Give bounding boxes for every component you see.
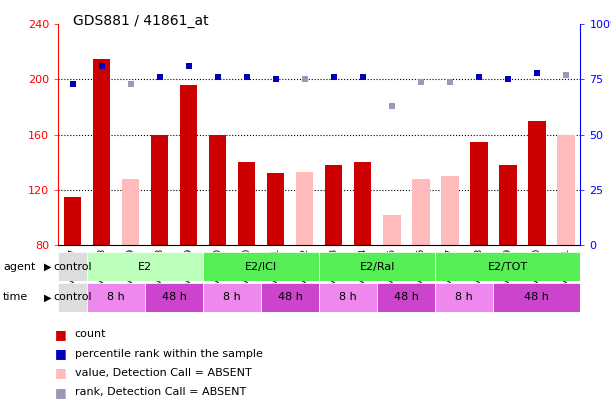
Bar — [319, 283, 377, 312]
Text: E2/Ral: E2/Ral — [360, 262, 395, 272]
Text: control: control — [53, 292, 92, 302]
Bar — [58, 252, 87, 281]
Bar — [441, 176, 458, 245]
Bar — [528, 121, 546, 245]
Text: GDS881 / 41861_at: GDS881 / 41861_at — [73, 14, 209, 28]
Text: rank, Detection Call = ABSENT: rank, Detection Call = ABSENT — [75, 388, 246, 397]
Bar — [319, 252, 435, 281]
Text: 48 h: 48 h — [394, 292, 419, 302]
Text: ■: ■ — [55, 328, 67, 341]
Bar — [354, 162, 371, 245]
Bar — [203, 283, 262, 312]
Bar — [64, 197, 81, 245]
Bar — [145, 283, 203, 312]
Text: time: time — [3, 292, 28, 302]
Bar — [180, 85, 197, 245]
Text: value, Detection Call = ABSENT: value, Detection Call = ABSENT — [75, 368, 251, 378]
Bar — [151, 134, 169, 245]
Text: ■: ■ — [55, 347, 67, 360]
Bar — [93, 59, 110, 245]
Text: E2: E2 — [138, 262, 152, 272]
Text: ■: ■ — [55, 367, 67, 379]
Text: 8 h: 8 h — [223, 292, 241, 302]
Text: 8 h: 8 h — [455, 292, 474, 302]
Text: control: control — [53, 262, 92, 272]
Text: ■: ■ — [55, 386, 67, 399]
Text: 48 h: 48 h — [278, 292, 302, 302]
Bar — [378, 283, 436, 312]
Text: E2/TOT: E2/TOT — [488, 262, 528, 272]
Bar — [435, 252, 580, 281]
Text: 48 h: 48 h — [524, 292, 549, 302]
Bar — [383, 215, 401, 245]
Bar — [262, 283, 320, 312]
Bar — [557, 134, 574, 245]
Bar — [499, 165, 516, 245]
Text: 48 h: 48 h — [162, 292, 186, 302]
Bar — [122, 179, 139, 245]
Bar — [87, 252, 203, 281]
Bar — [412, 179, 430, 245]
Bar — [203, 252, 320, 281]
Bar — [58, 283, 87, 312]
Text: 8 h: 8 h — [339, 292, 357, 302]
Text: E2/ICI: E2/ICI — [245, 262, 277, 272]
Text: percentile rank within the sample: percentile rank within the sample — [75, 349, 262, 358]
Text: agent: agent — [3, 262, 35, 272]
Bar — [267, 173, 285, 245]
Bar — [470, 142, 488, 245]
Text: ▶: ▶ — [44, 292, 51, 302]
Text: 8 h: 8 h — [107, 292, 125, 302]
Bar — [435, 283, 494, 312]
Bar — [238, 162, 255, 245]
Text: ▶: ▶ — [44, 262, 51, 272]
Bar — [87, 283, 145, 312]
Bar — [296, 172, 313, 245]
Bar — [325, 165, 342, 245]
Text: count: count — [75, 329, 106, 339]
Bar — [493, 283, 580, 312]
Bar — [209, 134, 226, 245]
